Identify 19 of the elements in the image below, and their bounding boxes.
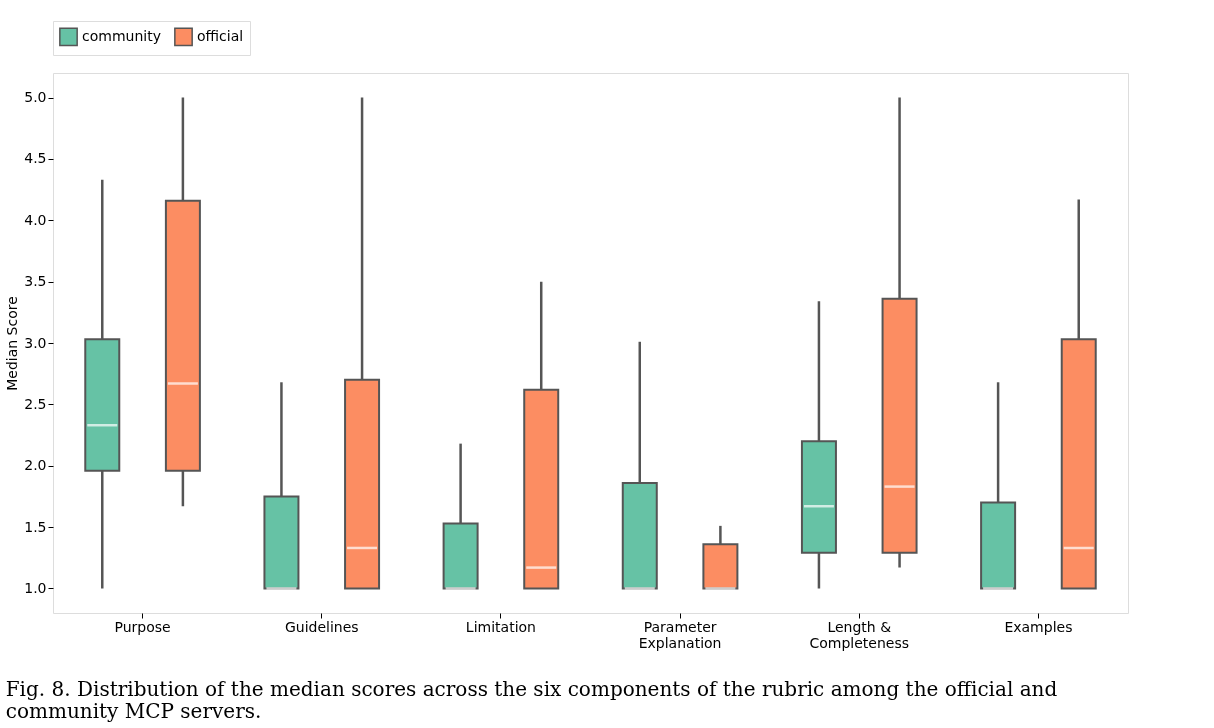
x-tick-label: Examples xyxy=(1004,618,1073,635)
x-tick-label: Guidelines xyxy=(284,618,359,635)
x-tick-label: Purpose xyxy=(114,618,171,635)
y-tick-label: 4.0 xyxy=(24,211,47,228)
x-tick-label: Parameter Explanation xyxy=(638,618,722,651)
y-tick-label: 3.5 xyxy=(24,273,47,290)
y-tick-label: 2.5 xyxy=(24,395,47,412)
x-tick-label: Length & Completeness xyxy=(809,618,910,651)
y-tick-label: 2.0 xyxy=(24,457,47,474)
y-axis-title: Median Score xyxy=(4,296,21,391)
caption: Fig. 8. Distribution of the median scores across the six components of the rubric among the official and community MCP servers. xyxy=(5,677,1058,723)
y-tick-label: 1.5 xyxy=(24,518,47,535)
legend-label: official xyxy=(197,27,244,44)
legend-label: community xyxy=(82,27,161,44)
y-tick-label: 1.0 xyxy=(24,579,47,596)
y-tick-label: 3.0 xyxy=(24,334,47,351)
x-tick-label: Limitation xyxy=(465,618,536,635)
y-tick-label: 4.5 xyxy=(24,150,47,167)
y-tick-label: 5.0 xyxy=(24,89,47,106)
